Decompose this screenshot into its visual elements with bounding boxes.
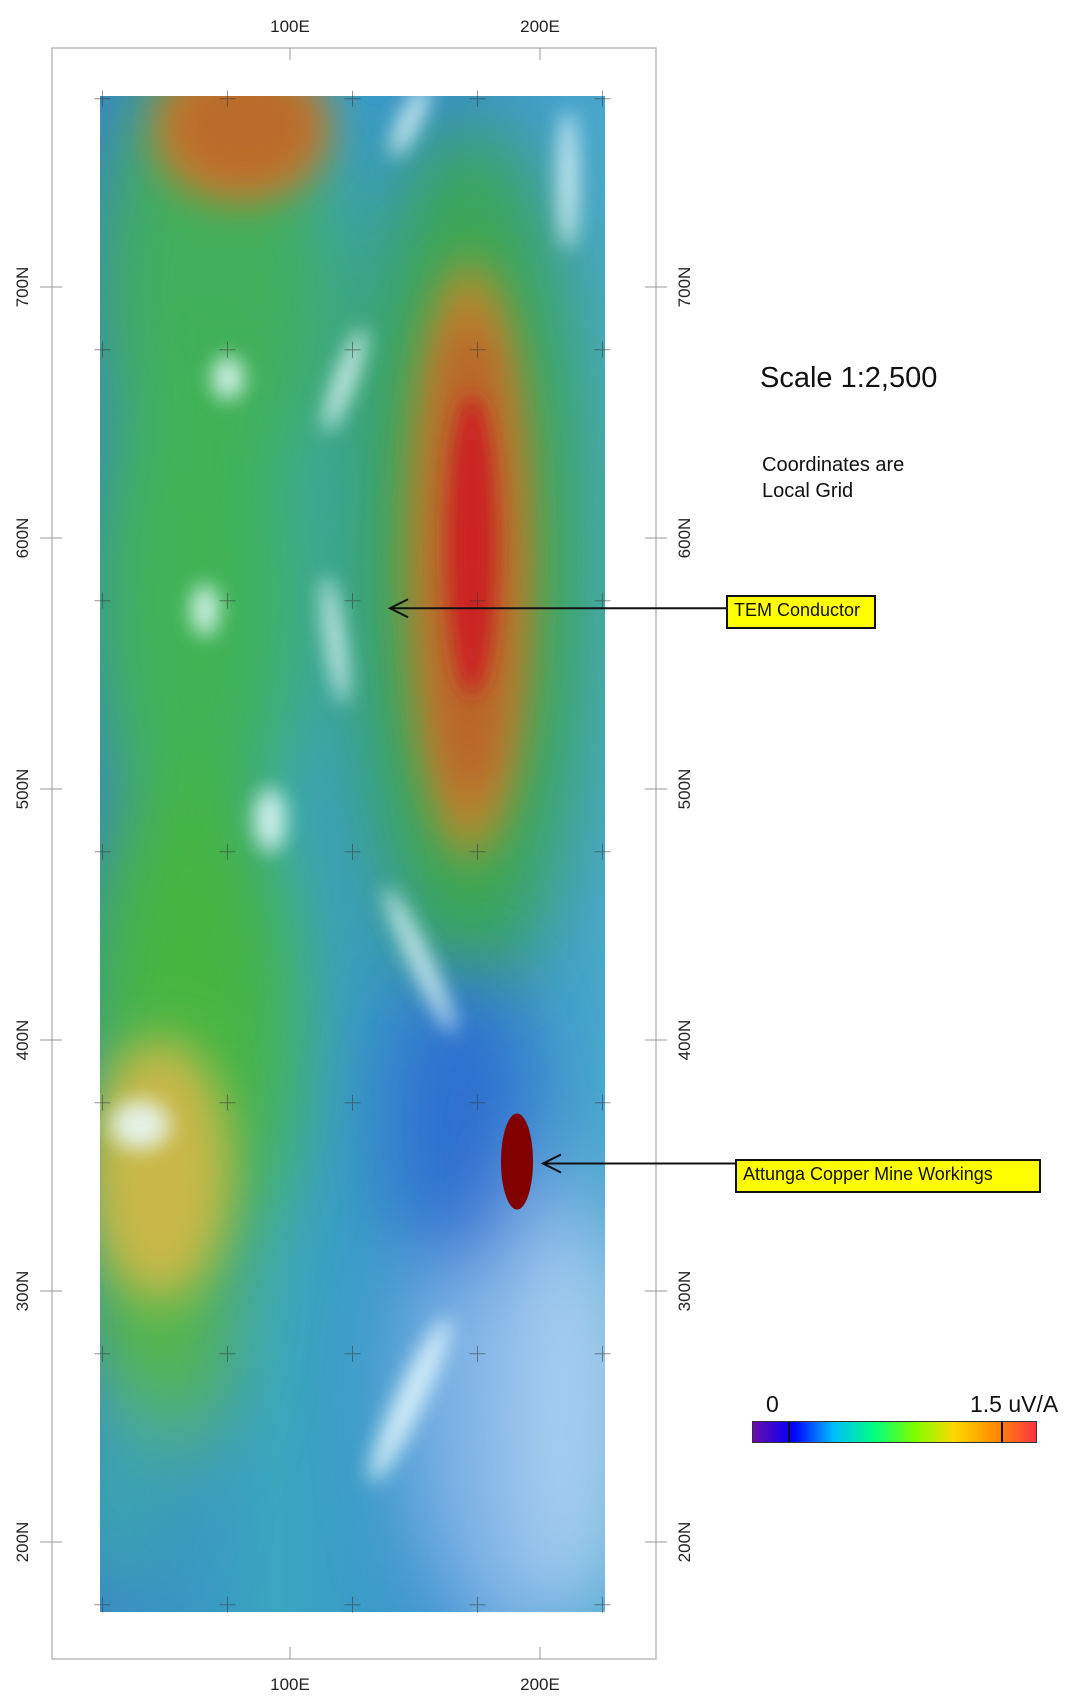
northing-label: 600N (13, 518, 32, 559)
grid-cross (594, 1094, 611, 1111)
grid-cross (469, 843, 486, 860)
color-scale-bar (752, 1421, 1037, 1443)
grid-cross (219, 843, 236, 860)
northing-label: 200N (13, 1522, 32, 1563)
grid-cross (469, 1345, 486, 1362)
grid-cross (219, 341, 236, 358)
grid-cross (344, 1094, 361, 1111)
northing-label: 700N (13, 267, 32, 308)
northing-label: 600N (675, 518, 694, 559)
coordinate-note: Coordinates are Local Grid (762, 452, 904, 504)
anomaly-image (100, 96, 605, 1612)
legend-min-label: 0 (766, 1391, 779, 1417)
legend-max-label: 1.5 uV/A (970, 1391, 1059, 1417)
easting-label: 200E (520, 1675, 560, 1694)
grid-cross (219, 592, 236, 609)
easting-label: 100E (270, 1675, 310, 1694)
grid-cross (344, 592, 361, 609)
grid-cross (219, 1094, 236, 1111)
grid-cross (594, 592, 611, 609)
coordinate-note-line2: Local Grid (762, 480, 854, 502)
grid-cross (219, 1345, 236, 1362)
grid-cross (594, 1345, 611, 1362)
grid-cross (469, 1596, 486, 1613)
grid-cross (219, 1596, 236, 1613)
grid-cross (94, 592, 111, 609)
grid-cross (344, 1596, 361, 1613)
northing-label: 300N (13, 1271, 32, 1312)
easting-labels: 100E 100E 200E 200E (270, 17, 560, 1694)
northing-label: 300N (675, 1271, 694, 1312)
easting-label: 200E (520, 17, 560, 36)
grid-cross (94, 1094, 111, 1111)
northing-label: 200N (675, 1522, 694, 1563)
grid-cross (594, 843, 611, 860)
grid-cross (94, 1596, 111, 1613)
grid-cross (469, 90, 486, 107)
legend-tick-min (788, 1422, 790, 1442)
annotation-arrow-head (540, 1153, 562, 1174)
grid-cross (344, 341, 361, 358)
northing-label: 400N (13, 1020, 32, 1061)
mine-workings-callout: Attunga Copper Mine Workings (735, 1159, 1041, 1193)
scale-label: Scale 1:2,500 (760, 362, 938, 394)
grid-cross (219, 90, 236, 107)
northing-labels: 700N 700N 600N 600N 500N 500N 400N 400N 300N 300N… (13, 267, 694, 1563)
grid-cross (94, 1345, 111, 1362)
easting-label: 100E (270, 17, 310, 36)
annotation-arrows (387, 598, 735, 1210)
annotation-arrow-head (387, 598, 409, 619)
grid-cross (94, 341, 111, 358)
tem-conductor-callout: TEM Conductor (726, 595, 876, 629)
grid-cross (94, 843, 111, 860)
grid-cross (469, 592, 486, 609)
legend-tick-max (1001, 1422, 1003, 1442)
grid-cross (469, 1094, 486, 1111)
grid-cross (594, 90, 611, 107)
northing-label: 500N (675, 769, 694, 810)
mine-workings-marker (501, 1113, 533, 1210)
grid-cross (469, 341, 486, 358)
axis-ticks (40, 48, 667, 1659)
northing-label: 400N (675, 1020, 694, 1061)
grid-cross (344, 1345, 361, 1362)
grid-cross (344, 90, 361, 107)
map-frame (51, 47, 657, 1660)
grid-cross (94, 90, 111, 107)
grid-crosses (94, 90, 611, 1613)
northing-label: 700N (675, 267, 694, 308)
grid-cross (594, 341, 611, 358)
grid-cross (344, 843, 361, 860)
northing-label: 500N (13, 769, 32, 810)
grid-cross (594, 1596, 611, 1613)
coordinate-note-line1: Coordinates are (762, 454, 905, 476)
